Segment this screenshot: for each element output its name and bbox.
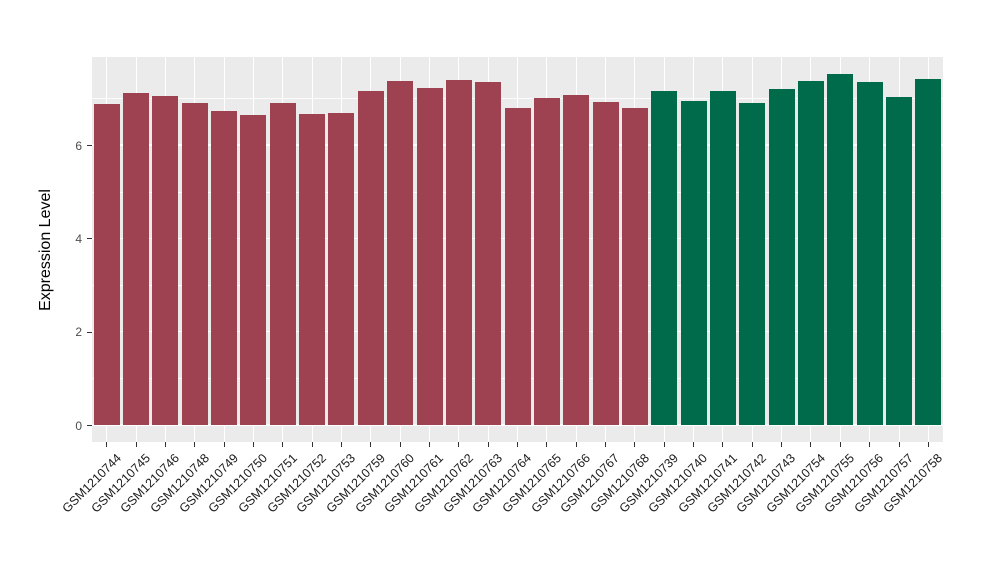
y-tick-mark [87, 425, 92, 426]
x-tick-mark [869, 442, 871, 447]
x-tick-mark [546, 442, 548, 447]
y-tick-mark [87, 331, 92, 333]
x-tick-mark [605, 442, 606, 447]
x-tick-mark [634, 442, 636, 447]
bar-GSM1210767 [592, 101, 619, 425]
bar-GSM1210757 [886, 96, 912, 425]
y-tick-label: 4 [75, 231, 82, 246]
bar-GSM1210766 [563, 95, 590, 425]
x-tick-mark [693, 442, 695, 447]
x-tick-mark [282, 442, 284, 447]
bar-GSM1210758 [915, 79, 942, 425]
x-tick-mark [927, 442, 929, 447]
x-tick-mark [517, 442, 518, 447]
major-gridline [92, 424, 943, 426]
bar-GSM1210765 [533, 98, 560, 425]
x-tick-mark [898, 442, 900, 447]
x-tick-mark [751, 442, 753, 447]
x-tick-mark [810, 442, 812, 447]
x-tick-mark [106, 442, 108, 447]
bar-GSM1210739 [651, 90, 678, 425]
bar-GSM1210744 [93, 103, 120, 425]
x-tick-mark [575, 442, 577, 447]
x-tick-mark [223, 442, 225, 447]
bar-GSM1210753 [328, 112, 355, 425]
y-tick-label: 2 [75, 325, 82, 340]
y-axis-title: Expression Level [37, 189, 54, 311]
bar-GSM1210762 [445, 80, 472, 425]
bar-GSM1210768 [621, 108, 648, 425]
bar-GSM1210741 [709, 90, 736, 425]
y-tick-label: 6 [75, 138, 82, 153]
bar-GSM1210746 [152, 96, 179, 425]
x-tick-mark [311, 442, 313, 447]
x-tick-mark [663, 442, 665, 447]
x-tick-mark [194, 442, 196, 447]
bar-GSM1210749 [211, 110, 238, 425]
bar-GSM1210759 [357, 91, 384, 425]
bar-GSM1210760 [387, 80, 414, 425]
bar-GSM1210764 [504, 107, 531, 425]
bar-GSM1210740 [680, 100, 707, 425]
y-tick-label: 0 [75, 418, 82, 433]
x-tick-mark [487, 442, 489, 447]
bar-GSM1210761 [416, 88, 443, 425]
bar-GSM1210756 [856, 82, 883, 425]
bar-GSM1210742 [739, 102, 766, 425]
bar-GSM1210752 [299, 114, 326, 425]
bar-GSM1210750 [240, 115, 267, 425]
x-tick-mark [781, 442, 783, 447]
x-tick-mark [370, 442, 372, 447]
x-tick-mark [722, 442, 724, 447]
x-tick-mark [399, 442, 401, 447]
bar-GSM1210763 [475, 81, 502, 425]
plot-panel [92, 57, 943, 442]
y-tick-mark [87, 145, 92, 146]
x-tick-mark [839, 442, 841, 447]
bar-GSM1210745 [123, 92, 149, 425]
bar-GSM1210743 [768, 89, 795, 425]
x-tick-mark [135, 442, 137, 447]
bar-GSM1210751 [269, 102, 296, 425]
bar-GSM1210755 [827, 74, 854, 425]
minor-gridline [92, 98, 943, 100]
y-tick-mark [87, 238, 92, 240]
x-tick-mark [458, 442, 460, 447]
bar-GSM1210748 [181, 102, 208, 425]
x-tick-mark [340, 442, 342, 447]
x-tick-mark [252, 442, 254, 447]
x-tick-mark [429, 442, 430, 447]
bar-GSM1210754 [797, 80, 824, 425]
x-tick-mark [164, 442, 166, 447]
